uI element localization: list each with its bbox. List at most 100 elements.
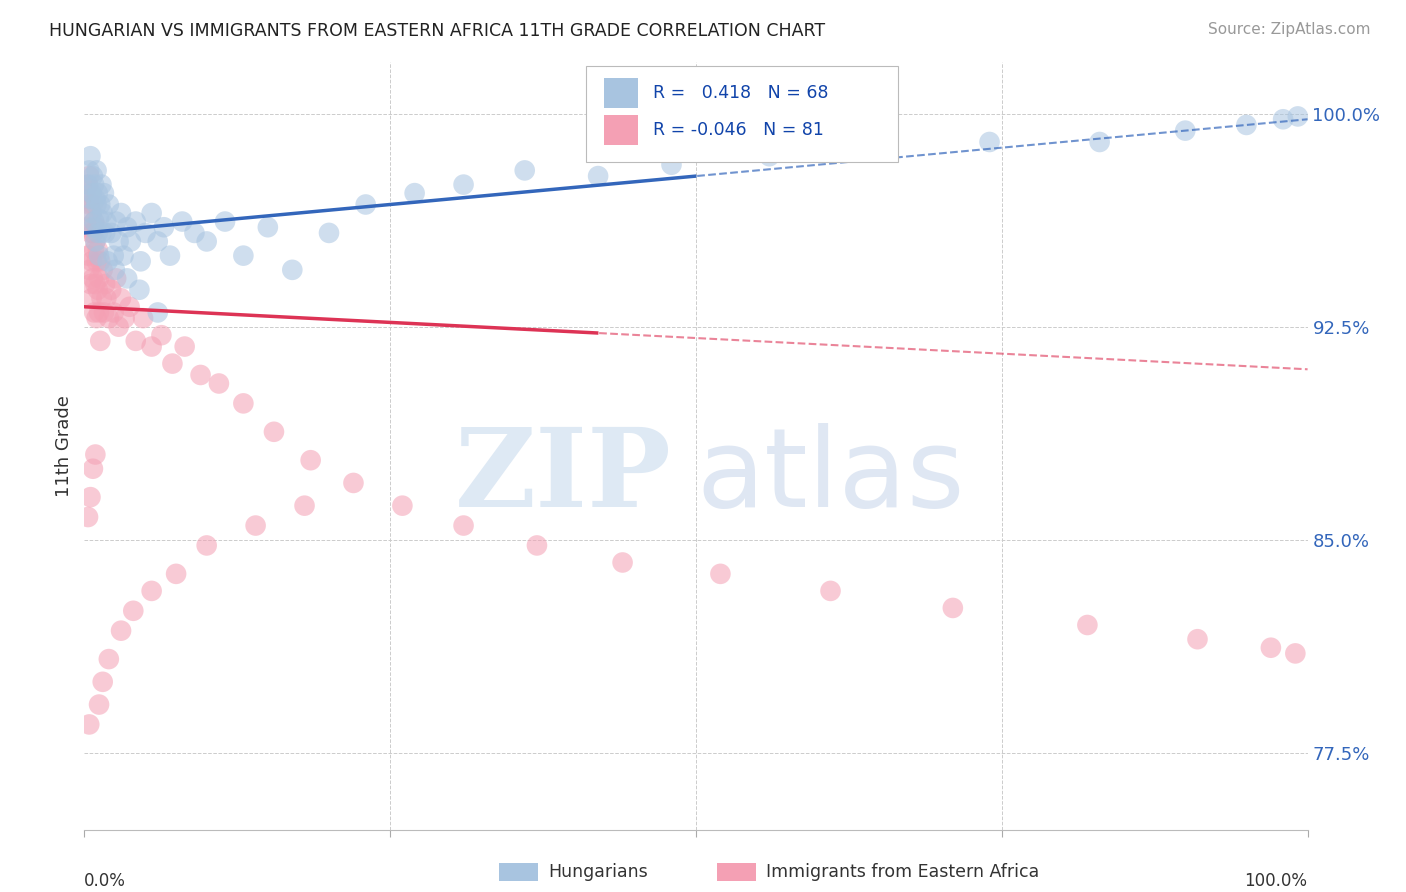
Point	[1187, 632, 1209, 647]
Point	[82, 169, 104, 183]
Point	[110, 624, 132, 638]
Point	[1260, 640, 1282, 655]
Point	[232, 249, 254, 263]
Point	[100, 226, 122, 240]
Point	[80, 291, 103, 305]
Point	[125, 214, 148, 228]
Point	[661, 158, 683, 172]
Point	[80, 206, 103, 220]
Point	[80, 186, 103, 201]
Point	[586, 169, 609, 183]
Point	[354, 197, 377, 211]
Point	[86, 197, 108, 211]
Point	[83, 305, 105, 319]
Point	[77, 510, 100, 524]
Point	[91, 674, 114, 689]
Point	[97, 652, 120, 666]
Point	[79, 192, 101, 206]
Point	[141, 583, 163, 598]
Text: R =   0.418   N = 68: R = 0.418 N = 68	[654, 84, 828, 102]
Point	[76, 220, 98, 235]
Point	[86, 311, 108, 326]
Point	[190, 368, 212, 382]
Text: HUNGARIAN VS IMMIGRANTS FROM EASTERN AFRICA 11TH GRADE CORRELATION CHART: HUNGARIAN VS IMMIGRANTS FROM EASTERN AFR…	[49, 22, 825, 40]
Point	[1286, 110, 1309, 124]
Point	[94, 277, 117, 291]
Point	[115, 271, 138, 285]
Point	[110, 291, 132, 305]
Point	[342, 475, 364, 490]
Point	[153, 220, 176, 235]
Point	[83, 214, 105, 228]
Point	[526, 538, 548, 552]
Point	[103, 249, 125, 263]
Text: ZIP: ZIP	[454, 423, 672, 530]
Point	[294, 499, 316, 513]
Bar	[605, 78, 638, 109]
Point	[79, 226, 101, 240]
Point	[82, 226, 104, 240]
Y-axis label: 11th Grade: 11th Grade	[55, 395, 73, 497]
Point	[162, 357, 184, 371]
Text: Hungarians: Hungarians	[548, 863, 648, 881]
Point	[89, 254, 111, 268]
Point	[96, 214, 118, 228]
Point	[77, 178, 100, 192]
Point	[104, 263, 127, 277]
Point	[79, 186, 101, 201]
Point	[453, 518, 475, 533]
Point	[404, 186, 426, 201]
Point	[87, 283, 110, 297]
Point	[77, 263, 100, 277]
Point	[87, 243, 110, 257]
Point	[97, 197, 120, 211]
Point	[93, 186, 115, 201]
Point	[122, 604, 145, 618]
Point	[86, 163, 108, 178]
Point	[77, 249, 100, 263]
Point	[87, 226, 110, 240]
Point	[80, 206, 103, 220]
Point	[146, 305, 169, 319]
Point	[869, 141, 891, 155]
Point	[84, 235, 107, 249]
Point	[77, 169, 100, 183]
Point	[86, 220, 108, 235]
Point	[84, 192, 107, 206]
Point	[84, 277, 107, 291]
Point	[125, 334, 148, 348]
Point	[1284, 647, 1306, 661]
Point	[709, 566, 731, 581]
Text: Immigrants from Eastern Africa: Immigrants from Eastern Africa	[766, 863, 1039, 881]
Point	[91, 263, 114, 277]
Point	[141, 340, 163, 354]
Point	[89, 334, 111, 348]
Point	[172, 214, 194, 228]
Point	[129, 254, 152, 268]
Point	[87, 186, 110, 201]
Point	[112, 249, 135, 263]
Bar	[605, 114, 638, 145]
Point	[87, 305, 110, 319]
Point	[96, 291, 118, 305]
Point	[1236, 118, 1258, 132]
Point	[318, 226, 340, 240]
Text: atlas: atlas	[696, 423, 965, 530]
Point	[91, 206, 114, 220]
Point	[105, 271, 128, 285]
Point	[195, 235, 218, 249]
Point	[82, 461, 104, 475]
Point	[942, 601, 965, 615]
FancyBboxPatch shape	[586, 66, 898, 162]
Point	[86, 254, 108, 268]
Point	[114, 311, 136, 326]
Point	[820, 583, 842, 598]
Point	[115, 220, 138, 235]
Point	[120, 235, 142, 249]
Point	[453, 178, 475, 192]
Point	[83, 214, 105, 228]
Point	[263, 425, 285, 439]
Point	[979, 135, 1001, 149]
Point	[83, 178, 105, 192]
Point	[1076, 618, 1098, 632]
